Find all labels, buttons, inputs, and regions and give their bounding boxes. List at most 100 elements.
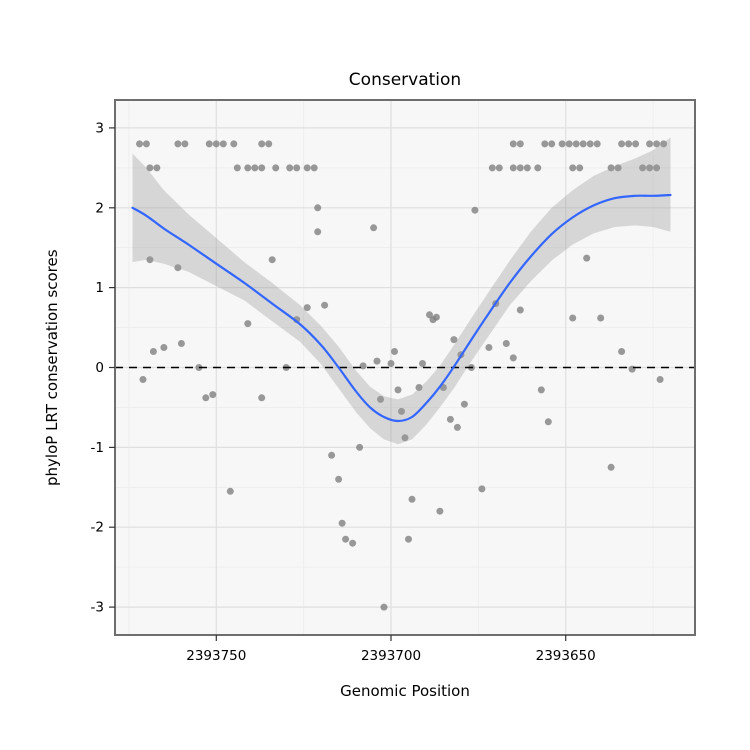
- data-point: [583, 254, 591, 262]
- data-point: [153, 164, 161, 172]
- x-tick-label: 2393650: [536, 648, 596, 664]
- data-point: [377, 395, 384, 403]
- data-point: [541, 140, 549, 148]
- data-point: [233, 164, 241, 172]
- data-point: [391, 348, 398, 355]
- data-point: [544, 418, 552, 426]
- data-point: [432, 313, 440, 321]
- data-point: [607, 164, 615, 172]
- data-point: [181, 140, 189, 148]
- data-point: [632, 140, 640, 148]
- data-point: [502, 340, 510, 347]
- data-point: [244, 320, 252, 328]
- data-point: [426, 311, 433, 319]
- data-point: [419, 360, 426, 367]
- data-point: [251, 164, 259, 172]
- data-point: [509, 164, 517, 172]
- data-point: [478, 485, 486, 493]
- data-point: [272, 164, 280, 172]
- data-point: [244, 164, 252, 172]
- data-point: [146, 164, 154, 172]
- data-point: [136, 140, 143, 148]
- data-point: [195, 364, 203, 371]
- data-point: [356, 443, 364, 451]
- data-point: [230, 140, 238, 148]
- data-point: [572, 140, 580, 148]
- data-point: [618, 348, 626, 355]
- data-point: [142, 140, 150, 148]
- data-point: [408, 495, 416, 503]
- data-point: [342, 535, 350, 543]
- data-point: [509, 140, 517, 148]
- data-point: [387, 360, 395, 367]
- data-point: [460, 400, 468, 408]
- data-point: [516, 140, 524, 148]
- x-tick-label: 2393700: [361, 648, 421, 664]
- data-point: [569, 314, 577, 322]
- data-point: [446, 415, 454, 423]
- data-point: [628, 365, 636, 373]
- confidence-band: [132, 137, 671, 445]
- data-point: [523, 164, 531, 172]
- data-point: [265, 140, 273, 148]
- data-point: [586, 140, 594, 148]
- data-point: [286, 164, 294, 172]
- data-point: [258, 140, 266, 148]
- data-point: [569, 164, 577, 172]
- data-point: [558, 140, 566, 148]
- data-point: [174, 264, 182, 272]
- y-tick-label: -1: [91, 440, 104, 456]
- data-point: [593, 140, 601, 148]
- data-point: [576, 164, 584, 172]
- data-point: [485, 344, 493, 351]
- y-tick-label: -2: [91, 520, 104, 536]
- data-point: [314, 228, 322, 236]
- data-point: [565, 140, 573, 148]
- data-point: [495, 164, 503, 172]
- data-point: [548, 140, 556, 148]
- data-point: [401, 434, 409, 442]
- data-point: [653, 164, 661, 172]
- y-tick-label: 2: [95, 200, 104, 216]
- data-point: [579, 140, 587, 148]
- data-point: [359, 362, 367, 370]
- data-point: [258, 394, 266, 402]
- data-point: [607, 463, 615, 471]
- y-tick-label: 1: [95, 280, 104, 296]
- data-point: [618, 140, 626, 148]
- data-point: [656, 376, 664, 383]
- data-point: [174, 140, 182, 148]
- data-point: [509, 354, 517, 362]
- data-point: [149, 348, 157, 355]
- y-tick-label: 0: [95, 360, 104, 376]
- data-point: [321, 301, 329, 309]
- data-point: [258, 164, 266, 172]
- data-point: [209, 391, 217, 399]
- y-tick-label: -3: [91, 600, 104, 616]
- data-point: [139, 376, 147, 383]
- data-point: [597, 314, 605, 322]
- data-point: [646, 164, 654, 172]
- data-point: [370, 224, 378, 232]
- data-point: [205, 140, 213, 148]
- x-axis-label: Genomic Position: [340, 682, 470, 700]
- data-point: [212, 140, 220, 148]
- data-point: [415, 384, 423, 391]
- data-point: [349, 539, 357, 547]
- data-point: [488, 164, 496, 172]
- data-point: [516, 164, 524, 172]
- data-point: [471, 206, 479, 214]
- data-point: [380, 603, 388, 611]
- chart-title: Conservation: [348, 70, 462, 90]
- data-point: [436, 507, 444, 515]
- smooth-line: [131, 193, 672, 423]
- data-point: [310, 164, 318, 172]
- data-point: [177, 340, 185, 347]
- data-point: [314, 204, 322, 212]
- data-point: [653, 140, 661, 148]
- data-point: [328, 451, 336, 459]
- data-point: [268, 256, 276, 264]
- data-point: [335, 475, 343, 483]
- data-point: [660, 140, 668, 148]
